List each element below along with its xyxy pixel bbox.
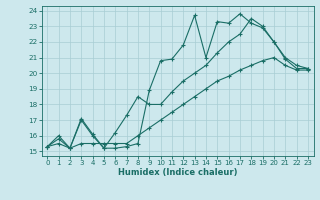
X-axis label: Humidex (Indice chaleur): Humidex (Indice chaleur) [118, 168, 237, 177]
